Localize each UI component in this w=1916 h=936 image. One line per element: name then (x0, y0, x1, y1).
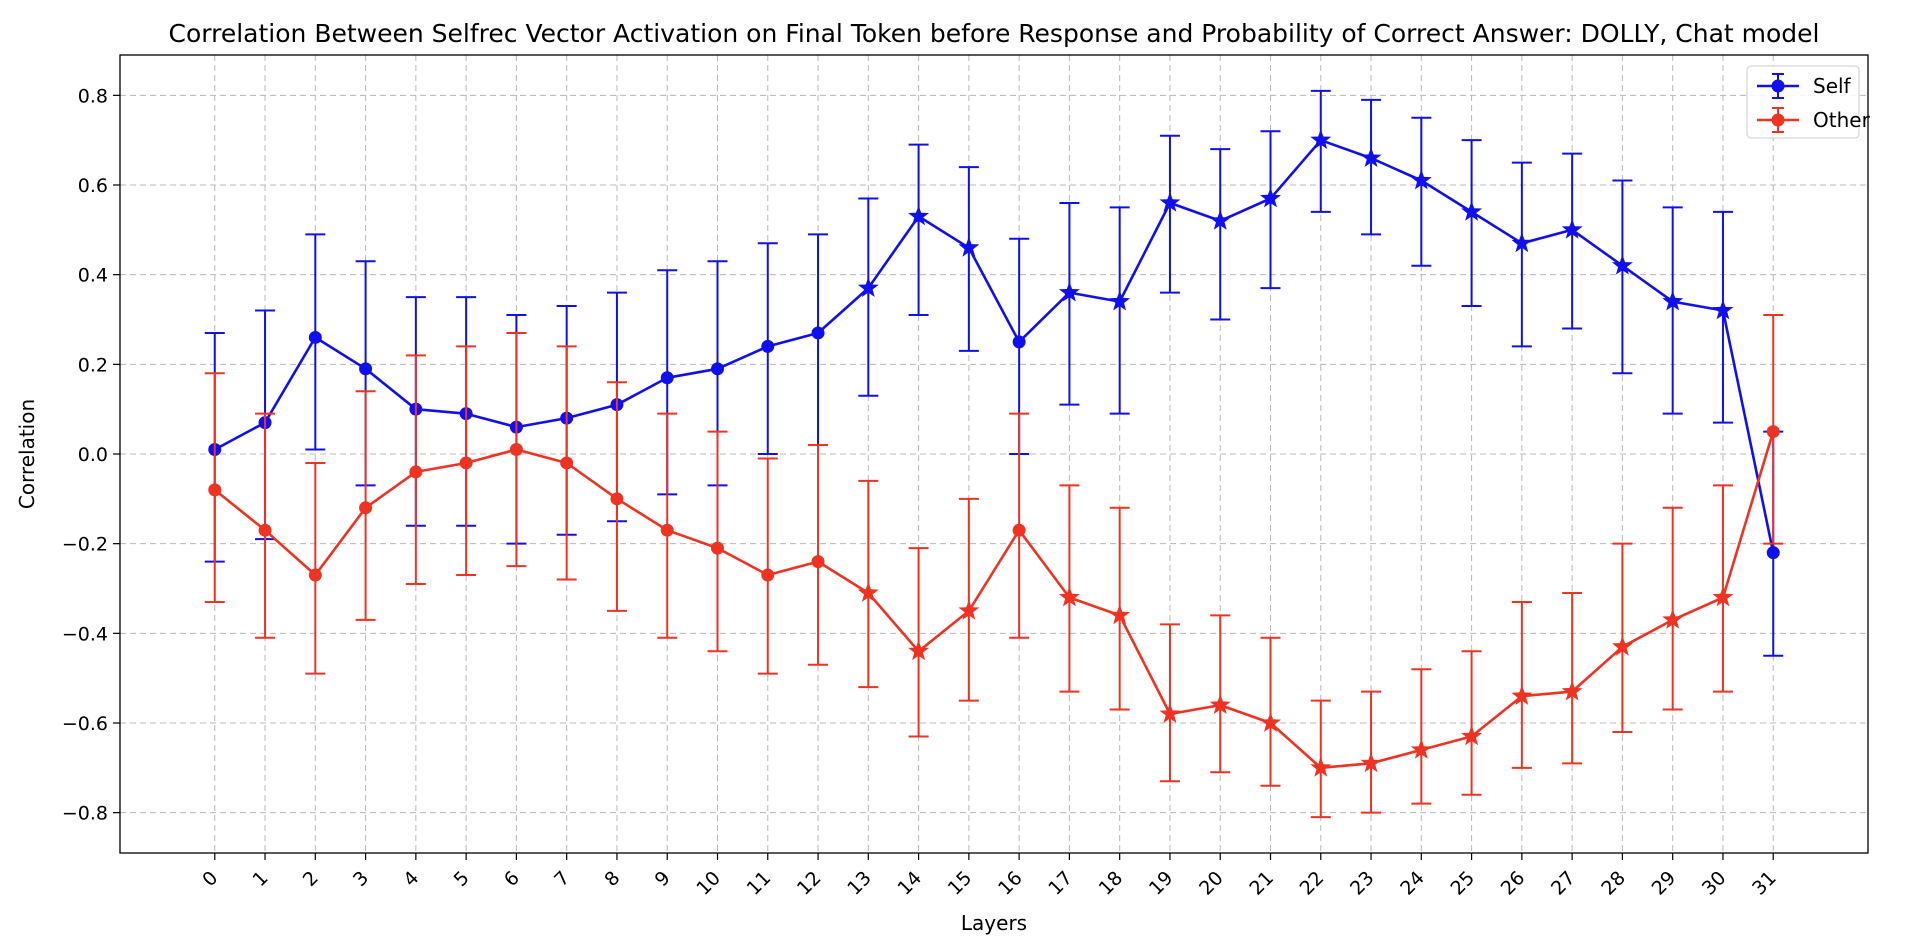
data-point (1159, 191, 1181, 212)
data-point (1260, 712, 1281, 732)
data-point (811, 555, 825, 569)
data-point (409, 465, 423, 479)
data-point (1511, 685, 1533, 705)
series-layer (204, 89, 1784, 819)
data-point (258, 523, 272, 537)
legend-swatch-other (1757, 107, 1799, 133)
data-point (1109, 604, 1131, 625)
data-point (1209, 694, 1231, 714)
data-point (1766, 546, 1780, 560)
data-point (1511, 232, 1533, 253)
data-point (761, 568, 775, 582)
series-line (213, 431, 1775, 770)
y-tick-label: −0.4 (62, 623, 108, 645)
data-point (359, 501, 373, 515)
data-point (459, 456, 473, 470)
data-point (1461, 725, 1483, 746)
data-point (1561, 680, 1583, 701)
data-point (1058, 586, 1080, 607)
data-point (857, 582, 879, 602)
data-point (1561, 218, 1583, 239)
y-tick-label: 0.4 (78, 265, 108, 287)
y-tick-label: −0.2 (62, 534, 108, 556)
y-tick-label: 0.8 (78, 85, 108, 107)
y-tick-label: 0.2 (78, 354, 108, 376)
data-point (1109, 290, 1131, 311)
data-point (710, 362, 724, 376)
data-point (1058, 281, 1080, 302)
data-point (308, 330, 322, 344)
data-point (1410, 738, 1432, 759)
data-point (208, 483, 222, 497)
data-point (908, 640, 930, 661)
legend-swatch-self (1757, 73, 1799, 99)
data-point (1012, 523, 1026, 537)
data-point (1310, 129, 1332, 150)
legend: Self Other (1746, 65, 1871, 139)
data-point (660, 371, 674, 385)
data-point (1662, 290, 1684, 311)
data-point (958, 236, 980, 257)
data-point (1360, 147, 1382, 167)
legend-label-other: Other (1813, 108, 1871, 132)
data-point (710, 541, 724, 555)
chart-title: Correlation Between Selfrec Vector Activ… (169, 19, 1820, 48)
y-tick-label: −0.6 (62, 713, 108, 735)
data-point (1260, 187, 1281, 208)
legend-marker (1771, 79, 1785, 93)
legend-label-self: Self (1813, 74, 1852, 98)
data-point (359, 362, 373, 376)
data-point (1766, 425, 1780, 439)
legend-entry-self: Self (1757, 73, 1852, 99)
data-point (1712, 586, 1734, 607)
data-point (660, 523, 674, 537)
y-tick-label: 0.6 (78, 175, 108, 197)
data-point (509, 443, 523, 457)
data-point (811, 326, 825, 340)
y-axis-label: Correlation (15, 399, 39, 509)
data-point (610, 492, 624, 506)
legend-marker (1771, 113, 1785, 127)
data-point (560, 456, 574, 470)
data-point (761, 339, 775, 353)
data-point (1209, 209, 1231, 230)
data-point (857, 277, 879, 297)
y-tick-label: −0.8 (62, 803, 108, 825)
data-point (1612, 635, 1633, 656)
data-point (1461, 200, 1483, 221)
y-tick-label: 0.0 (78, 444, 108, 466)
x-axis-label: Layers (961, 911, 1027, 935)
data-point (308, 568, 322, 582)
series-line (214, 138, 1775, 553)
data-point (908, 205, 930, 226)
data-point (1712, 299, 1734, 320)
data-point (1360, 752, 1382, 773)
data-point (1012, 335, 1026, 349)
data-point (958, 599, 980, 620)
data-point (1662, 608, 1684, 629)
series-other (204, 314, 1784, 819)
legend-entry-other: Other (1757, 107, 1871, 133)
data-point (1612, 254, 1633, 275)
data-point (1310, 756, 1332, 777)
data-point (1159, 703, 1181, 723)
data-point (1410, 169, 1432, 190)
